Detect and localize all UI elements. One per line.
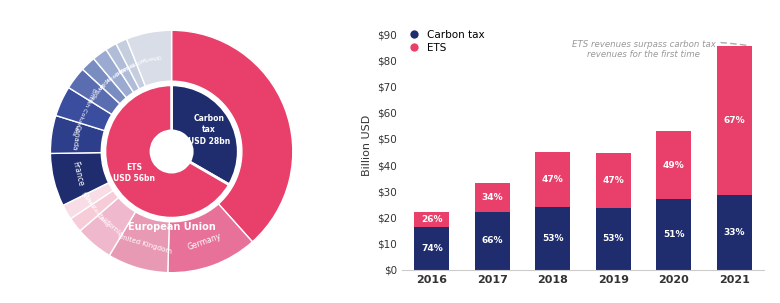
Bar [414, 212, 449, 227]
Text: 34%: 34% [481, 193, 503, 202]
Bar [596, 153, 631, 208]
Wedge shape [172, 30, 292, 242]
Text: Sweden: Sweden [86, 82, 105, 105]
Wedge shape [94, 49, 133, 98]
Text: 53%: 53% [602, 235, 624, 243]
Wedge shape [168, 204, 253, 273]
Text: New Zealand: New Zealand [80, 192, 109, 228]
Text: California: California [95, 212, 124, 238]
Text: 67%: 67% [723, 116, 745, 125]
Legend: Carbon tax, ETS: Carbon tax, ETS [407, 26, 488, 56]
Text: British Columbia: British Columbia [71, 87, 97, 136]
Wedge shape [106, 44, 140, 92]
Bar [475, 183, 510, 212]
Wedge shape [51, 153, 108, 205]
Wedge shape [116, 39, 146, 89]
Text: 66%: 66% [481, 236, 503, 245]
Wedge shape [51, 115, 105, 153]
Text: Switzerland: Switzerland [116, 55, 147, 73]
Text: Other: Other [81, 191, 95, 209]
Text: 33%: 33% [723, 228, 745, 237]
Bar [656, 199, 691, 270]
Bar [717, 195, 752, 270]
Y-axis label: Billion USD: Billion USD [362, 115, 371, 176]
Text: ETS revenues surpass carbon tax
revenues for the first time: ETS revenues surpass carbon tax revenues… [572, 39, 748, 59]
Wedge shape [83, 59, 126, 104]
Bar [414, 227, 449, 270]
Wedge shape [63, 183, 113, 219]
Text: 51%: 51% [663, 230, 685, 239]
Text: Japan: Japan [97, 74, 113, 90]
Text: United Kingdom: United Kingdom [117, 233, 172, 255]
Text: France: France [70, 161, 85, 188]
Text: ETS
USD 56bn: ETS USD 56bn [113, 163, 155, 183]
Text: 26%: 26% [421, 215, 443, 224]
Wedge shape [105, 85, 229, 218]
Wedge shape [56, 88, 112, 131]
Wedge shape [126, 30, 172, 86]
Text: Carbon
tax
USD 28bn: Carbon tax USD 28bn [188, 115, 230, 145]
Text: 74%: 74% [421, 244, 443, 253]
Bar [535, 152, 570, 207]
Wedge shape [80, 198, 136, 255]
Text: 47%: 47% [542, 175, 564, 184]
Wedge shape [172, 85, 238, 185]
Text: Canada: Canada [72, 124, 81, 151]
Wedge shape [109, 212, 169, 273]
Text: Finland: Finland [112, 60, 134, 76]
Text: Norway: Norway [103, 65, 126, 83]
Bar [596, 208, 631, 270]
Wedge shape [71, 191, 119, 231]
Bar [717, 46, 752, 195]
Wedge shape [69, 69, 120, 115]
Bar [535, 207, 570, 270]
Text: 49%: 49% [663, 161, 685, 170]
Text: 47%: 47% [602, 176, 624, 185]
Text: Germany: Germany [186, 232, 222, 252]
Text: Other: Other [145, 53, 161, 61]
Text: 53%: 53% [542, 234, 564, 243]
Bar [475, 212, 510, 270]
Bar [656, 131, 691, 199]
Text: European Union: European Union [128, 221, 215, 232]
